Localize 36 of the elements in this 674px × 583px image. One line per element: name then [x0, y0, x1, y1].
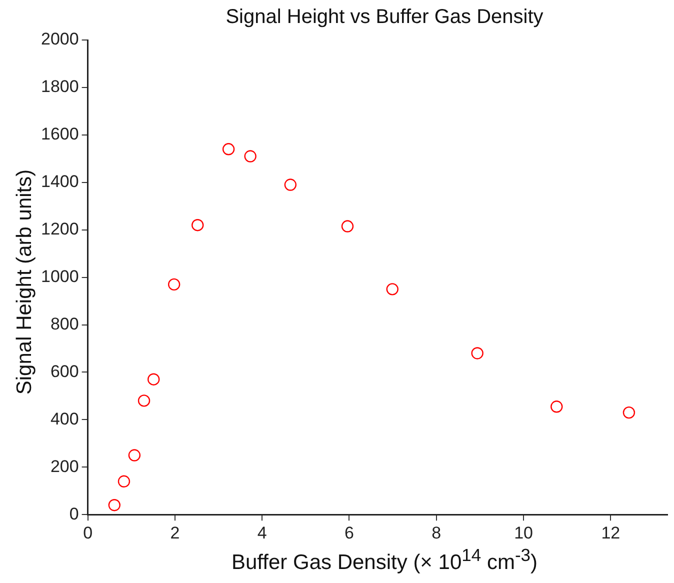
- point: [138, 394, 150, 407]
- x-tick-label: 2: [170, 523, 180, 542]
- y-tick-label: 1000: [40, 266, 79, 286]
- point: [386, 283, 398, 296]
- y-tick-label: 1600: [40, 124, 79, 144]
- point: [128, 449, 141, 462]
- point: [284, 178, 297, 191]
- point: [471, 347, 484, 360]
- x-tick-label: 10: [514, 523, 533, 542]
- point: [550, 400, 563, 413]
- x-tick-label: 12: [601, 523, 620, 542]
- chart-title: Signal Height vs Buffer Gas Density: [224, 6, 544, 29]
- point: [168, 278, 180, 291]
- y-tick-label: 400: [50, 409, 79, 428]
- point: [244, 150, 256, 162]
- y-tick-label: 800: [50, 314, 79, 334]
- y-tick-label: 1400: [40, 172, 79, 192]
- y-tick-label: 1200: [40, 220, 79, 239]
- point: [118, 475, 130, 488]
- y-tick-label: 0: [69, 504, 79, 524]
- point: [192, 218, 204, 232]
- y-axis-title: Signal Height (arb units): [13, 168, 37, 397]
- y-tick-label: 200: [50, 456, 79, 476]
- y-tick-label: 1800: [40, 77, 79, 96]
- x-tick-label: 4: [257, 523, 267, 542]
- x-tick-label: 6: [344, 523, 354, 542]
- y-tick-label: 2000: [40, 30, 79, 49]
- point: [622, 406, 636, 419]
- point: [148, 373, 160, 386]
- point: [108, 499, 120, 512]
- x-tick-label: 8: [432, 523, 442, 542]
- point: [222, 143, 235, 156]
- y-tick-label: 600: [50, 362, 79, 381]
- x-tick-label: 0: [83, 523, 93, 542]
- x-axis-title: Buffer Gas Density (× 10$^{14}$ cm$^{-3}$): [230, 545, 538, 575]
- point: [341, 220, 354, 232]
